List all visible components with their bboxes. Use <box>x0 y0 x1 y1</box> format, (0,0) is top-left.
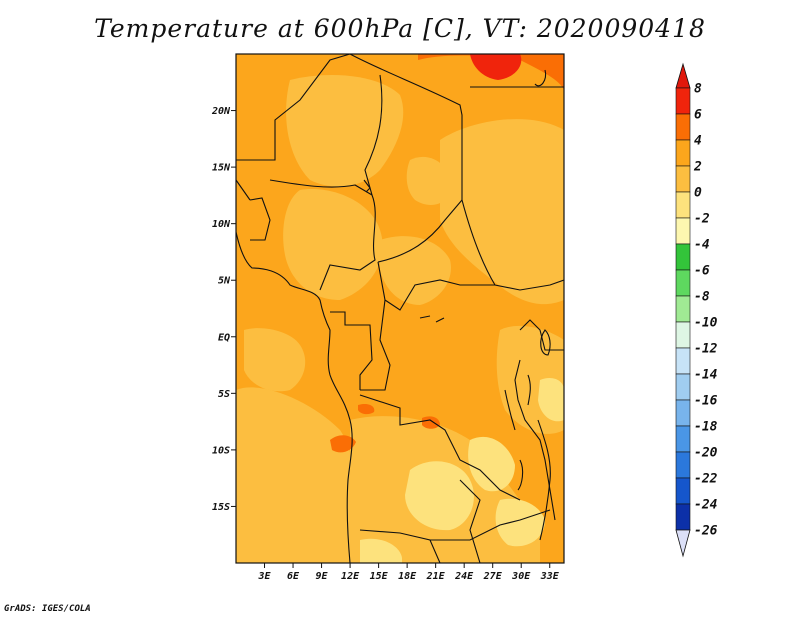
map-frame <box>235 53 565 564</box>
y-tick-label: 10S <box>212 445 230 456</box>
colorbar: 8 6 4 2 0 -2 -4 -6 -8 -10 -12 -14 -16 -18 -20 -22 -24 -26 <box>675 62 718 558</box>
colorbar-label: 6 <box>694 108 702 123</box>
colorbar-swatch <box>675 191 691 219</box>
colorbar-top-arrow <box>675 62 691 89</box>
y-tick-label: 5S <box>218 389 230 400</box>
colorbar-swatch <box>675 399 691 427</box>
x-tick-label: 9E <box>316 571 329 582</box>
country-borders <box>236 54 564 563</box>
colorbar-label: -16 <box>694 394 718 409</box>
y-tick-label: 5N <box>218 276 231 287</box>
field-region-minus2-to-0 <box>360 378 564 563</box>
colorbar-swatch <box>675 321 691 349</box>
chart-title: Temperature at 600hPa [C], VT: 202009041… <box>94 14 706 43</box>
colorbar-swatch <box>675 347 691 375</box>
y-tick-label: 15N <box>212 163 231 174</box>
colorbar-label: -24 <box>694 498 718 513</box>
x-tick-label: 3E <box>257 571 271 582</box>
x-tick-label: 6E <box>287 571 300 582</box>
colorbar-bottom-arrow <box>675 529 691 558</box>
field-region-6-to-8 <box>470 54 522 80</box>
colorbar-swatch <box>675 243 691 271</box>
x-tick-label: 12E <box>341 571 360 582</box>
colorbar-swatch <box>675 269 691 297</box>
colorbar-swatch <box>675 165 691 193</box>
colorbar-label: -18 <box>694 420 718 435</box>
colorbar-label: 2 <box>693 160 702 175</box>
colorbar-swatch <box>675 503 691 531</box>
colorbar-label: 4 <box>694 134 702 149</box>
field-region-0-to-2 <box>236 75 564 563</box>
colorbar-label: -10 <box>694 316 718 331</box>
colorbar-swatch <box>675 295 691 323</box>
x-tick-label: 18E <box>398 571 417 582</box>
colorbar-label: 8 <box>694 82 702 97</box>
colorbar-label: -6 <box>694 264 710 279</box>
colorbar-swatch <box>675 451 691 479</box>
colorbar-swatch <box>675 217 691 245</box>
y-tick-label: 10N <box>212 219 231 230</box>
colorbar-label: 0 <box>694 186 702 201</box>
colorbar-label: -14 <box>694 368 718 383</box>
y-tick-label: EQ <box>218 332 230 343</box>
colorbar-swatch <box>675 373 691 401</box>
colorbar-label: -12 <box>694 342 718 357</box>
colorbar-swatch <box>675 477 691 505</box>
x-tick-label: 30E <box>511 571 531 582</box>
colorbar-swatch <box>675 425 691 453</box>
y-tick-label: 15S <box>212 502 230 513</box>
x-tick-label: 15E <box>370 571 389 582</box>
field-region-4-to-6 <box>330 54 564 453</box>
x-axis-ticks: 3E 6E 9E 12E 15E 18E 21E 24E 27E 30E 33E <box>257 563 560 582</box>
colorbar-label: -26 <box>694 524 718 539</box>
colorbar-swatch <box>675 113 691 141</box>
colorbar-label: -20 <box>694 446 718 461</box>
colorbar-label: -8 <box>694 290 710 305</box>
x-tick-label: 21E <box>426 571 446 582</box>
x-tick-label: 24E <box>454 571 474 582</box>
colorbar-label: -4 <box>694 238 710 253</box>
x-tick-label: 27E <box>483 571 503 582</box>
temperature-field <box>236 54 564 563</box>
colorbar-label: -22 <box>694 472 718 487</box>
x-tick-label: 33E <box>540 571 560 582</box>
colorbar-swatch <box>675 87 691 115</box>
y-tick-label: 20N <box>211 106 231 117</box>
colorbar-label: -2 <box>694 212 710 227</box>
colorbar-swatch <box>675 139 691 167</box>
grads-credit: GrADS: IGES/COLA <box>4 604 91 614</box>
y-axis-ticks: 20N 15N 10N 5N EQ 5S 10S 15S <box>211 106 236 513</box>
